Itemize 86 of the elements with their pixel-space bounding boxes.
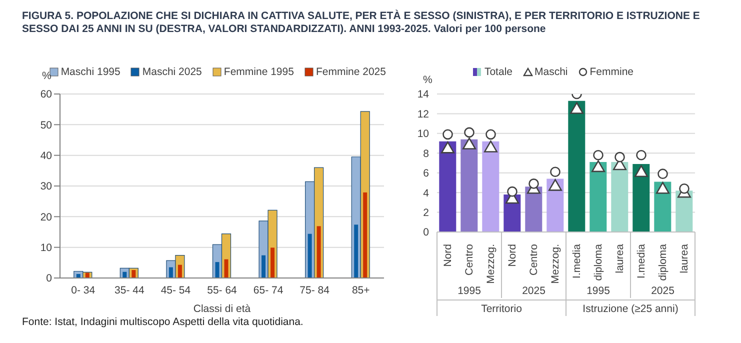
- y-tick-label: 4: [423, 187, 430, 200]
- point: [592, 160, 605, 172]
- bar: [568, 100, 586, 232]
- y-tick-label: 0: [423, 226, 430, 239]
- y-tick-label: 10: [417, 128, 430, 140]
- text: Territorio: [480, 303, 523, 315]
- point: [464, 127, 474, 138]
- point: [528, 178, 539, 189]
- bar: [611, 162, 628, 232]
- x-axis-title: Classi di età: [193, 303, 251, 315]
- point: [486, 129, 496, 140]
- point: [634, 165, 648, 178]
- point: [614, 152, 625, 162]
- legend-label: Femmine 2025: [314, 66, 386, 78]
- x-tick-label: 55- 64: [207, 284, 238, 296]
- text: Istruzione (≥25 anni): [582, 303, 680, 315]
- point: [507, 186, 518, 197]
- bar: [460, 139, 478, 232]
- text: 2025: [521, 285, 546, 297]
- legend-label: Femmine 1995: [222, 66, 294, 78]
- y-tick-label: 6: [423, 168, 430, 180]
- bar: [215, 262, 220, 278]
- bar: [308, 234, 312, 278]
- bar: [590, 162, 607, 232]
- text: 2025: [650, 285, 676, 297]
- bar: [316, 226, 321, 278]
- y-axis-title: %: [423, 74, 432, 86]
- point: [636, 150, 646, 160]
- text: 1995: [586, 285, 611, 297]
- bar: [262, 255, 266, 278]
- x-tick-label: 75- 84: [300, 284, 330, 296]
- bar: [270, 248, 275, 278]
- legend-label: Maschi: [534, 66, 568, 78]
- x-tick-label: 65- 74: [253, 284, 284, 296]
- point: [656, 182, 670, 194]
- point: [548, 178, 562, 191]
- x-tick-label: diploma: [592, 244, 604, 281]
- bar: [363, 192, 368, 278]
- source-note: Fonte: Istat, Indagini multiscopo Aspetti della vita quotidiana.: [22, 316, 304, 328]
- x-tick-label: laurea: [678, 244, 690, 274]
- x-tick-label: 35- 44: [114, 284, 144, 296]
- point: [679, 183, 690, 194]
- x-tick-label: Mezzog.: [549, 244, 562, 284]
- bar: [439, 141, 456, 232]
- legend-label: Maschi 1995: [60, 66, 120, 78]
- point: [484, 140, 498, 152]
- y-tick-label: 40: [40, 150, 52, 162]
- y-tick-label: 20: [40, 211, 52, 224]
- legend-label: Totale: [483, 66, 512, 78]
- bar: [224, 259, 228, 278]
- point: [441, 142, 454, 154]
- bar: [354, 224, 358, 278]
- x-tick-label: Centro: [463, 244, 476, 276]
- chart-title: FIGURA 5. POPOLAZIONE CHE SI DICHIARA IN CATTIVA SALUTE, PER ETÀ E SESSO (SINISTRA), E PER TERRITORIO E ISTRUZIONE E SESSO DAI 25 ANNI IN SU (DESTRA, VALORI STANDARDIZZATI). ANNI 1993-2025. Valori per 100 persone: [22, 10, 700, 35]
- x-tick-label: 85+: [352, 284, 370, 296]
- bar: [178, 264, 182, 278]
- y-axis-title: %: [42, 70, 52, 82]
- y-tick-label: 14: [417, 88, 430, 101]
- bar: [632, 164, 650, 232]
- x-tick-label: I.media: [635, 244, 648, 278]
- x-tick-label: 0- 34: [71, 284, 96, 296]
- x-tick-label: 45- 54: [160, 284, 191, 296]
- y-tick-label: 2: [423, 207, 430, 220]
- legend-label: Maschi 2025: [141, 66, 202, 78]
- point: [550, 166, 560, 178]
- point: [593, 150, 604, 160]
- y-tick-label: 60: [40, 88, 52, 101]
- legend-label: Femmine: [588, 66, 634, 78]
- y-tick-label: 0: [46, 272, 52, 285]
- text: 1995: [456, 285, 482, 297]
- point: [462, 138, 476, 150]
- x-tick-label: diploma: [656, 244, 669, 281]
- y-tick-label: 30: [40, 180, 52, 193]
- y-tick-label: 12: [417, 108, 430, 120]
- x-tick-label: Centro: [528, 244, 540, 276]
- bar: [482, 141, 500, 232]
- point: [658, 168, 668, 179]
- x-tick-label: Nord: [506, 244, 518, 267]
- y-tick-label: 8: [423, 148, 430, 160]
- x-tick-label: Nord: [442, 244, 454, 267]
- point: [442, 129, 453, 140]
- x-tick-label: I.media: [570, 244, 583, 278]
- y-tick-label: 50: [40, 119, 52, 132]
- y-tick-label: 10: [40, 242, 52, 254]
- x-tick-label: laurea: [614, 244, 626, 274]
- x-tick-label: Mezzog.: [484, 244, 497, 284]
